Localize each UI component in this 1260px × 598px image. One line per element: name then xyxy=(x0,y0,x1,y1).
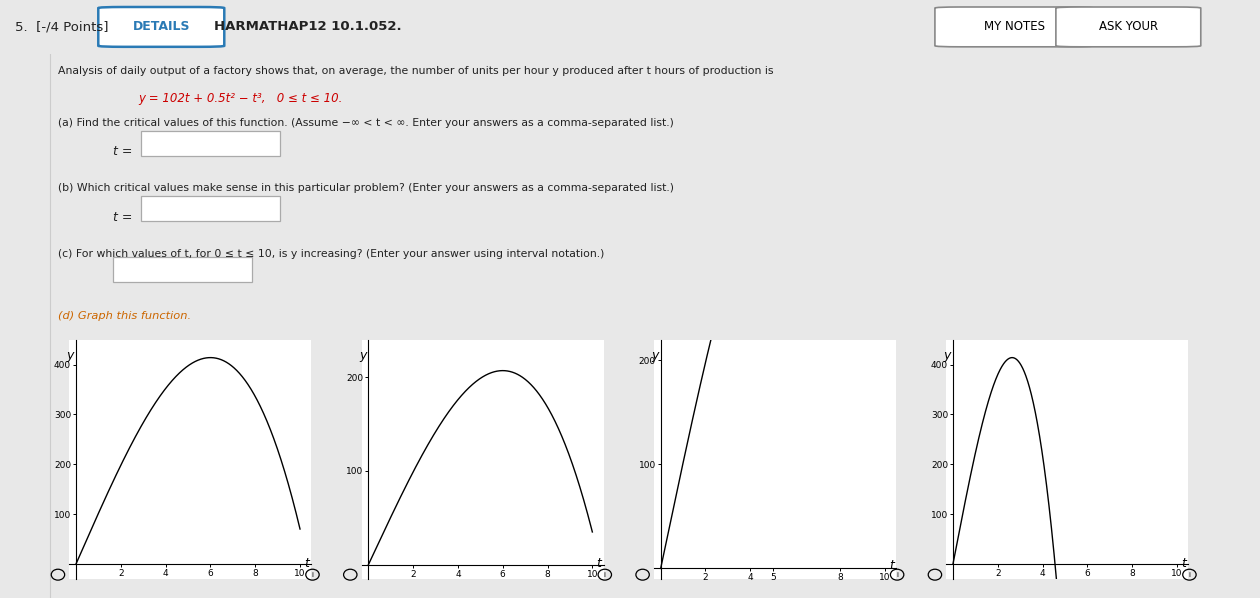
Text: Analysis of daily output of a factory shows that, on average, the number of unit: Analysis of daily output of a factory sh… xyxy=(58,66,774,76)
Text: t: t xyxy=(1181,557,1186,570)
Text: t =: t = xyxy=(113,210,132,224)
Text: i: i xyxy=(1188,572,1191,578)
Text: DETAILS: DETAILS xyxy=(132,20,190,33)
FancyBboxPatch shape xyxy=(1056,7,1201,47)
Text: i: i xyxy=(604,572,606,578)
FancyBboxPatch shape xyxy=(98,7,224,47)
Text: (d) Graph this function.: (d) Graph this function. xyxy=(58,311,192,321)
Text: y: y xyxy=(651,349,659,362)
Text: HARMATHAP12 10.1.052.: HARMATHAP12 10.1.052. xyxy=(214,20,402,33)
Text: t =: t = xyxy=(113,145,132,158)
Text: (c) For which values of t, for 0 ≤ t ≤ 10, is y increasing? (Enter your answer u: (c) For which values of t, for 0 ≤ t ≤ 1… xyxy=(58,249,605,259)
Text: i: i xyxy=(311,572,314,578)
Text: y: y xyxy=(67,349,74,362)
Text: MY NOTES: MY NOTES xyxy=(984,20,1045,33)
Text: ASK YOUR: ASK YOUR xyxy=(1099,20,1158,33)
Text: y: y xyxy=(359,349,367,362)
FancyBboxPatch shape xyxy=(141,196,280,221)
FancyBboxPatch shape xyxy=(113,257,252,282)
Text: (b) Which critical values make sense in this particular problem? (Enter your ans: (b) Which critical values make sense in … xyxy=(58,184,674,193)
FancyBboxPatch shape xyxy=(141,131,280,156)
Text: (a) Find the critical values of this function. (Assume −∞ < t < ∞. Enter your an: (a) Find the critical values of this fun… xyxy=(58,118,674,128)
Text: t: t xyxy=(596,557,601,570)
Text: t: t xyxy=(304,557,309,570)
Text: y: y xyxy=(944,349,951,362)
Text: i: i xyxy=(896,572,898,578)
Text: t: t xyxy=(888,559,893,572)
Text: 5.  [-/4 Points]: 5. [-/4 Points] xyxy=(15,20,108,33)
Text: y = 102t + 0.5t² − t³,   0 ≤ t ≤ 10.: y = 102t + 0.5t² − t³, 0 ≤ t ≤ 10. xyxy=(139,92,343,105)
FancyBboxPatch shape xyxy=(935,7,1094,47)
